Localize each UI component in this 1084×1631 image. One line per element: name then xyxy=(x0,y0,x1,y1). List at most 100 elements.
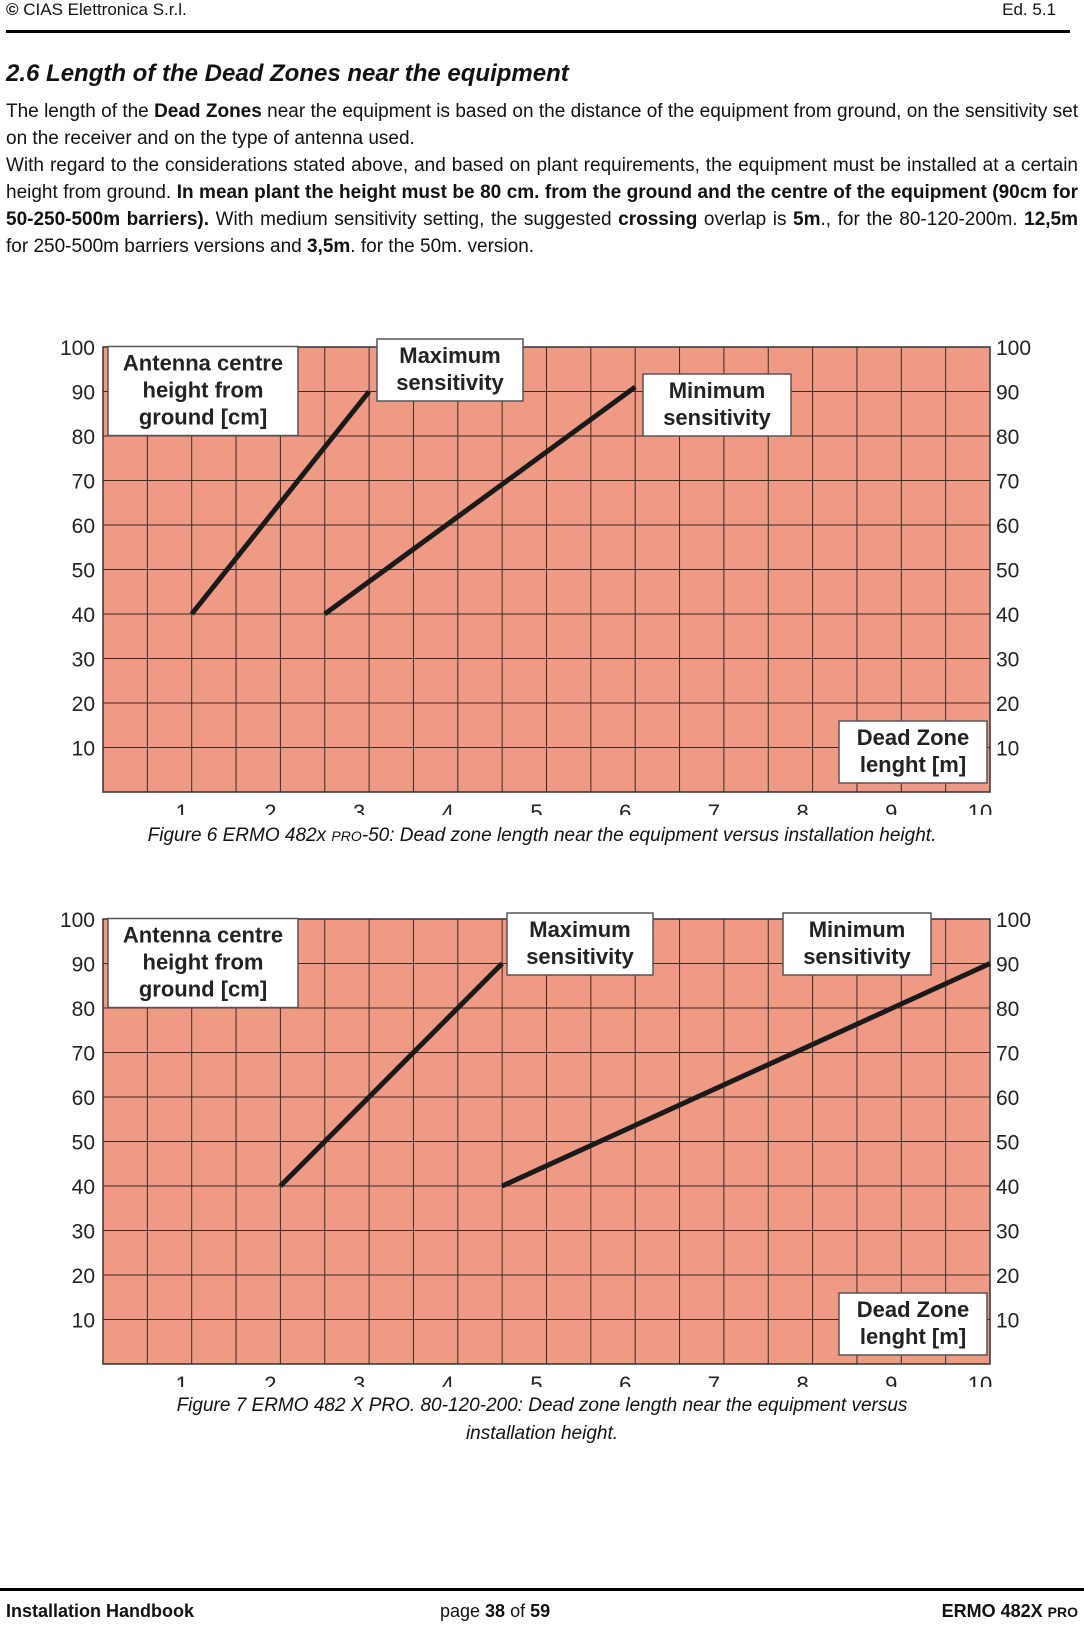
x-tick-label: 1 xyxy=(176,1372,188,1387)
y-tick-label-left: 90 xyxy=(72,954,95,977)
y-tick-label-right: 10 xyxy=(996,738,1019,761)
y-tick-label-left: 10 xyxy=(72,738,95,761)
y-tick-label-left: 20 xyxy=(72,1265,95,1288)
y-tick-label-left: 80 xyxy=(72,426,95,449)
x-tick-label: 5 xyxy=(530,800,542,815)
y-tick-label-right: 70 xyxy=(996,1043,1019,1066)
x-tick-label: 5 xyxy=(530,1372,542,1387)
x-tick-label: 4 xyxy=(442,800,454,815)
series-line-minimum-sensitivity xyxy=(323,385,637,617)
footer-handbook: Installation Handbook xyxy=(6,1601,195,1621)
footer-page-number: page 38 of 59 xyxy=(440,1601,551,1621)
legend-maximum-sensitivity-text: sensitivity xyxy=(396,370,504,395)
y-axis-label-text: ground [cm] xyxy=(139,405,267,430)
series-line-minimum-sensitivity xyxy=(501,961,992,1189)
y-tick-label-right: 40 xyxy=(996,604,1019,627)
y-tick-label-right: 50 xyxy=(996,1132,1019,1155)
y-tick-label-right: 50 xyxy=(996,560,1019,583)
y-tick-label-left: 100 xyxy=(60,337,95,360)
x-axis-label-text: Dead Zone xyxy=(857,725,969,750)
y-tick-label-left: 20 xyxy=(72,693,95,716)
x-tick-label: 10 xyxy=(968,1372,992,1387)
y-tick-label-left: 10 xyxy=(72,1310,95,1333)
x-tick-label: 10 xyxy=(968,800,992,815)
y-tick-label-right: 90 xyxy=(996,382,1019,405)
x-tick-label: 8 xyxy=(796,800,808,815)
y-tick-label-right: 80 xyxy=(996,998,1019,1021)
legend-minimum-sensitivity-text: Minimum xyxy=(669,378,766,403)
header-company: © CIAS Elettronica S.r.l. xyxy=(6,0,187,20)
x-tick-label: 3 xyxy=(353,1372,365,1387)
y-tick-label-left: 60 xyxy=(72,515,95,538)
y-tick-label-right: 100 xyxy=(996,337,1031,360)
figure-7-caption: Figure 7 ERMO 482 X PRO. 80-120-200: Dea… xyxy=(0,1392,1084,1448)
legend-maximum-sensitivity-box xyxy=(506,912,654,976)
y-tick-label-right: 20 xyxy=(996,1265,1019,1288)
legend-minimum-sensitivity-text: sensitivity xyxy=(803,944,911,969)
x-tick-label: 2 xyxy=(264,1372,276,1387)
chart-ermo-50: 100 100 90 90 80 80 70 70 60 60 50 50 40 40 30 30 20 20 10… xyxy=(60,337,1031,815)
page-footer: Installation Handbook page 38 of 59 ERMO… xyxy=(0,1588,1084,1631)
y-tick-label-right: 30 xyxy=(996,649,1019,672)
y-tick-label-right: 60 xyxy=(996,1087,1019,1110)
x-tick-label: 7 xyxy=(708,800,720,815)
y-axis-label-box xyxy=(107,345,299,437)
paragraph-intro: The length of the Dead Zones near the eq… xyxy=(6,101,1078,149)
x-tick-label: 6 xyxy=(619,1372,631,1387)
y-axis-label-text: ground [cm] xyxy=(139,977,267,1002)
y-tick-label-left: 50 xyxy=(72,560,95,583)
figure-6-caption: Figure 6 ERMO 482x PRO-50: Dead zone len… xyxy=(147,825,937,846)
footer-product: ERMO 482X PRO xyxy=(941,1601,1078,1621)
legend-maximum-sensitivity-text: sensitivity xyxy=(526,944,634,969)
x-tick-label: 9 xyxy=(885,1372,897,1387)
x-axis-label-text: lenght [m] xyxy=(860,1324,966,1349)
x-axis-label-text: Dead Zone xyxy=(857,1297,969,1322)
y-tick-label-left: 80 xyxy=(72,998,95,1021)
legend-maximum-sensitivity-text: Maximum xyxy=(529,917,630,942)
page-header: © CIAS Elettronica S.r.l. Ed. 5.1 xyxy=(6,0,1070,33)
y-tick-label-right: 20 xyxy=(996,693,1019,716)
y-tick-label-left: 40 xyxy=(72,604,95,627)
copyright-icon: © xyxy=(6,0,19,19)
y-tick-label-right: 30 xyxy=(996,1221,1019,1244)
y-tick-label-right: 90 xyxy=(996,954,1019,977)
y-tick-label-right: 70 xyxy=(996,471,1019,494)
y-tick-label-right: 40 xyxy=(996,1176,1019,1199)
y-tick-label-left: 40 xyxy=(72,1176,95,1199)
y-tick-label-left: 90 xyxy=(72,382,95,405)
legend-maximum-sensitivity-text: Maximum xyxy=(399,343,500,368)
company-name: CIAS Elettronica S.r.l. xyxy=(23,0,187,19)
y-axis-label-text: height from xyxy=(143,378,264,403)
x-axis-label-text: lenght [m] xyxy=(860,752,966,777)
y-tick-label-left: 50 xyxy=(72,1132,95,1155)
legend-minimum-sensitivity-text: sensitivity xyxy=(663,405,771,430)
legend-minimum-sensitivity-text: Minimum xyxy=(809,917,906,942)
y-axis-label-text: Antenna centre xyxy=(123,923,283,948)
x-tick-label: 6 xyxy=(619,800,631,815)
y-tick-label-left: 70 xyxy=(72,1043,95,1066)
x-tick-label: 8 xyxy=(796,1372,808,1387)
y-tick-label-right: 10 xyxy=(996,1310,1019,1333)
chart-ermo-80-120-200: 100 100 90 90 80 80 70 70 60 60 50 50 40 40 30 30 20 20 10… xyxy=(60,909,1031,1387)
x-tick-label: 9 xyxy=(885,800,897,815)
section-title: 2.6 Length of the Dead Zones near the eq… xyxy=(6,60,569,87)
x-axis-label-box xyxy=(838,1292,988,1356)
figure-7-caption-line1: Figure 7 ERMO 482 X PRO. 80-120-200: Dea… xyxy=(176,1395,908,1416)
y-tick-label-right: 80 xyxy=(996,426,1019,449)
x-tick-label: 7 xyxy=(708,1372,720,1387)
x-tick-label: 4 xyxy=(442,1372,454,1387)
y-axis-label-box xyxy=(107,917,299,1009)
y-tick-label-left: 100 xyxy=(60,909,95,932)
series-line-maximum-sensitivity xyxy=(278,961,504,1188)
y-axis-label-text: height from xyxy=(143,950,264,975)
y-tick-label-left: 70 xyxy=(72,471,95,494)
legend-minimum-sensitivity-box xyxy=(782,912,932,976)
y-tick-label-left: 30 xyxy=(72,1221,95,1244)
x-axis-label-box xyxy=(838,720,988,784)
x-tick-label: 1 xyxy=(176,800,188,815)
y-axis-label-text: Antenna centre xyxy=(123,351,283,376)
x-tick-label: 3 xyxy=(353,800,365,815)
header-edition: Ed. 5.1 xyxy=(1002,0,1056,19)
y-tick-label-right: 60 xyxy=(996,515,1019,538)
legend-maximum-sensitivity-box xyxy=(376,338,524,402)
